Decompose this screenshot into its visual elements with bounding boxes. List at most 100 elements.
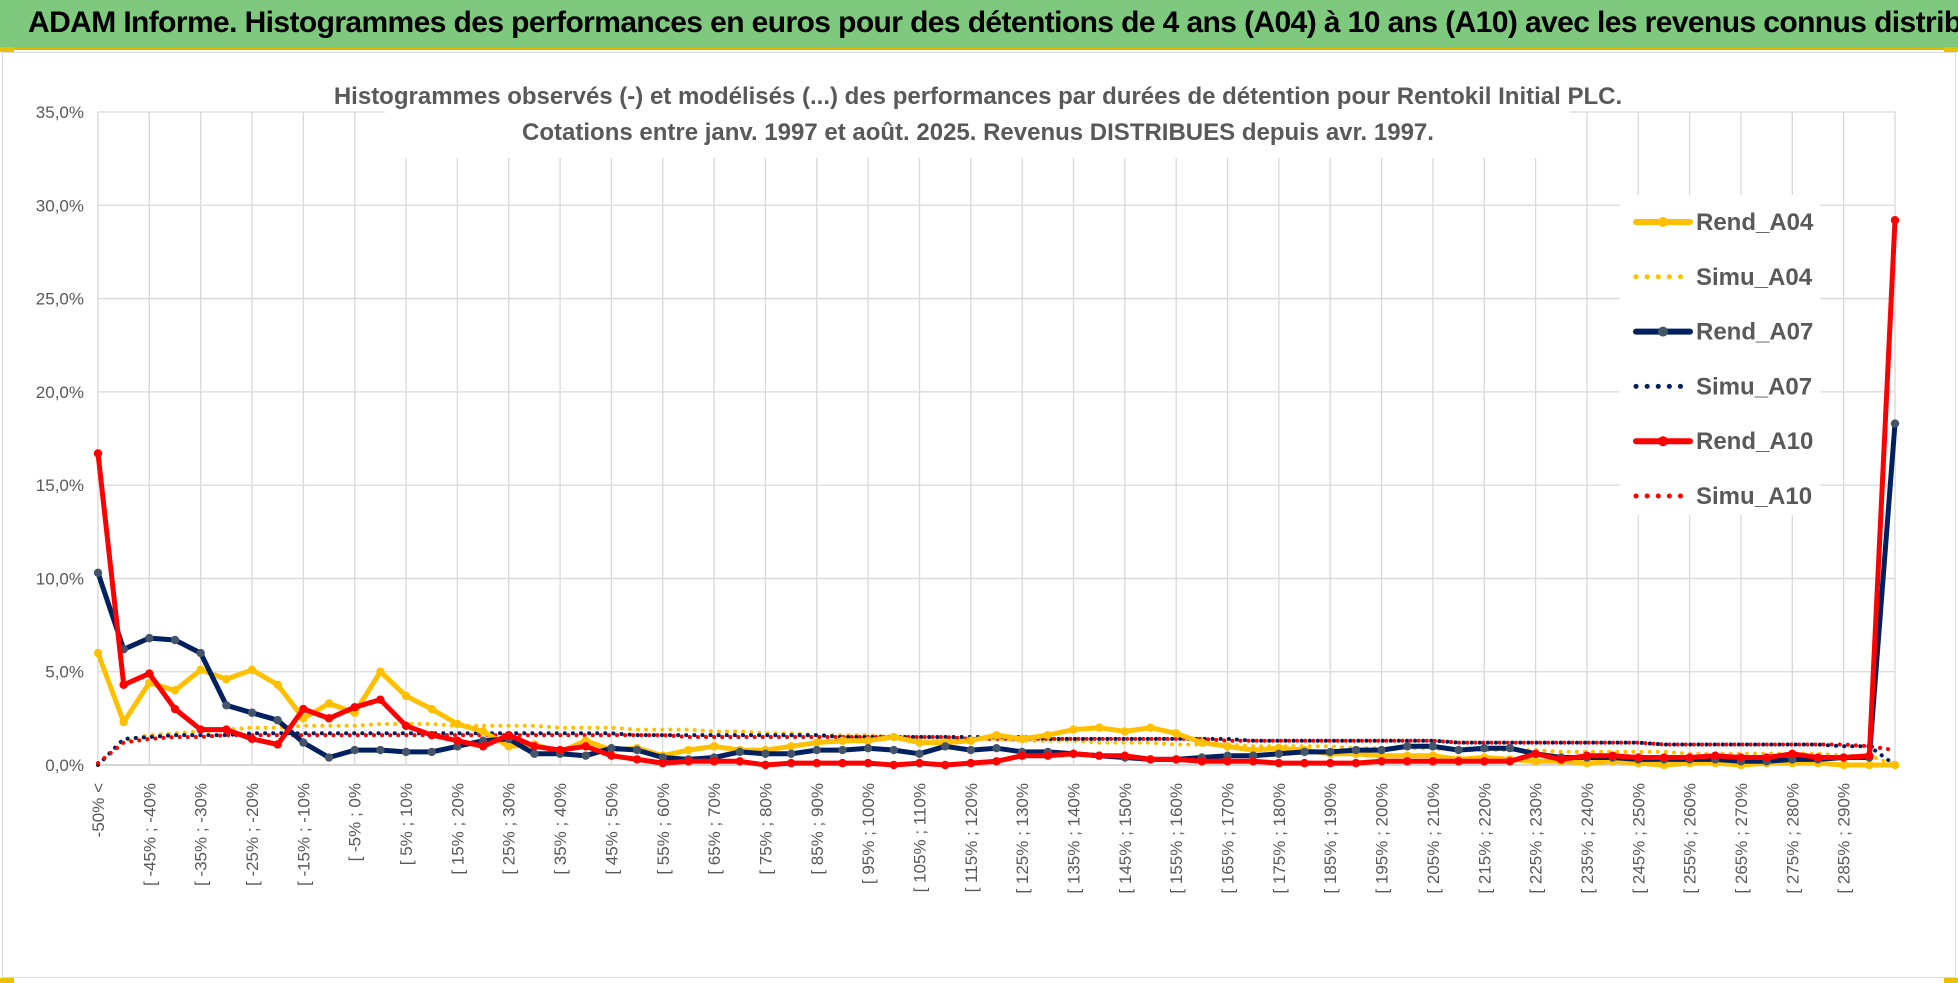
data-point	[735, 757, 744, 766]
data-point	[1351, 745, 1361, 755]
data-point	[812, 738, 821, 747]
data-point	[812, 745, 821, 755]
x-tick-label: [ 185% ; 190%	[1321, 783, 1340, 894]
data-point	[247, 665, 257, 675]
x-tick-label: [ 285% ; 290%	[1835, 783, 1854, 894]
data-point	[1326, 758, 1335, 768]
data-point	[889, 745, 899, 755]
legend-label: Simu_A04	[1696, 264, 1813, 291]
data-point	[1403, 742, 1412, 751]
data-point	[350, 745, 359, 755]
data-point	[196, 648, 205, 658]
x-axis-ticks: -50% < [ -45% ; -40% [ -35% ; -30% [ -25% ;…	[89, 783, 1854, 894]
data-point	[273, 740, 282, 749]
data-point	[504, 730, 513, 740]
data-point	[786, 758, 796, 768]
data-point	[1582, 751, 1592, 760]
legend-label: Rend_A04	[1696, 209, 1814, 236]
data-point	[1634, 753, 1643, 762]
data-point	[838, 736, 847, 745]
data-point	[761, 760, 770, 770]
data-point	[299, 738, 308, 747]
data-point	[1146, 723, 1155, 732]
data-point	[1120, 727, 1130, 736]
data-point	[145, 633, 154, 643]
data-point	[684, 757, 693, 766]
data-point	[427, 747, 436, 757]
data-point	[761, 749, 770, 759]
data-point	[299, 714, 308, 723]
series-Rend_A10	[93, 216, 1900, 770]
data-point	[222, 701, 231, 710]
data-point	[1890, 419, 1900, 428]
data-point	[1608, 751, 1617, 760]
data-point	[915, 758, 924, 768]
data-point	[786, 749, 796, 759]
legend-marker	[1658, 436, 1668, 447]
x-tick-label: [ 175% ; 180%	[1270, 783, 1289, 894]
data-point	[889, 732, 899, 742]
data-point	[966, 736, 976, 745]
corner-accent	[0, 978, 14, 983]
data-point	[427, 704, 436, 714]
data-point	[376, 745, 385, 755]
data-point	[119, 680, 128, 689]
data-point	[709, 742, 719, 751]
x-tick-label: [ -35% ; -30%	[192, 783, 211, 886]
data-point	[350, 702, 359, 712]
data-point	[940, 760, 950, 770]
data-point	[1069, 749, 1078, 759]
data-point	[1762, 753, 1771, 762]
x-tick-label: [ 125% ; 130%	[1013, 783, 1032, 894]
data-point	[247, 734, 257, 744]
subtitle-line: Cotations entre janv. 1997 et août. 2025…	[522, 119, 1434, 146]
x-tick-label: [ -45% ; -40%	[140, 783, 159, 886]
data-point	[1017, 734, 1027, 744]
x-tick-label: [ -25% ; -20%	[243, 783, 262, 886]
data-point	[684, 745, 693, 755]
data-point	[607, 744, 616, 753]
x-tick-label: [ 135% ; 140%	[1065, 783, 1084, 894]
x-tick-label: [ 5% ; 10%	[397, 783, 416, 865]
x-tick-label: [ 245% ; 250%	[1629, 783, 1648, 894]
data-point	[607, 751, 616, 760]
data-point	[709, 757, 719, 766]
x-tick-label: [ 65% ; 70%	[705, 783, 724, 875]
data-point	[1428, 742, 1438, 751]
data-point	[1249, 757, 1258, 766]
data-point	[93, 449, 103, 458]
data-point	[376, 695, 385, 704]
data-point	[1043, 730, 1053, 740]
data-point	[1557, 755, 1566, 764]
x-tick-label: [ 195% ; 200%	[1373, 783, 1392, 894]
data-point	[273, 716, 282, 725]
data-point	[940, 742, 950, 751]
data-point	[992, 730, 1001, 740]
data-point	[1197, 738, 1207, 747]
data-point	[324, 699, 334, 708]
data-point	[889, 760, 899, 770]
data-point	[478, 727, 488, 736]
data-point	[863, 758, 873, 768]
data-point	[632, 755, 642, 764]
data-point	[992, 744, 1001, 753]
data-point	[401, 721, 411, 731]
x-tick-label: [ 155% ; 160%	[1167, 783, 1186, 894]
data-point	[786, 742, 796, 751]
data-point	[1531, 757, 1540, 766]
data-point	[1043, 751, 1053, 760]
data-point	[427, 730, 436, 740]
data-point	[1300, 747, 1309, 757]
corner-accent	[1944, 47, 1958, 52]
x-tick-label: [ 85% ; 90%	[808, 783, 827, 875]
data-point	[1736, 753, 1746, 762]
data-point	[863, 736, 873, 745]
y-tick-label: 5,0%	[45, 663, 84, 682]
corner-accent	[0, 47, 14, 52]
x-tick-label: [ 45% ; 50%	[602, 783, 621, 875]
data-point	[401, 747, 411, 757]
data-point	[1197, 757, 1207, 766]
data-point	[915, 749, 924, 759]
x-tick-label: [ 255% ; 260%	[1681, 783, 1700, 894]
data-point	[632, 745, 642, 755]
